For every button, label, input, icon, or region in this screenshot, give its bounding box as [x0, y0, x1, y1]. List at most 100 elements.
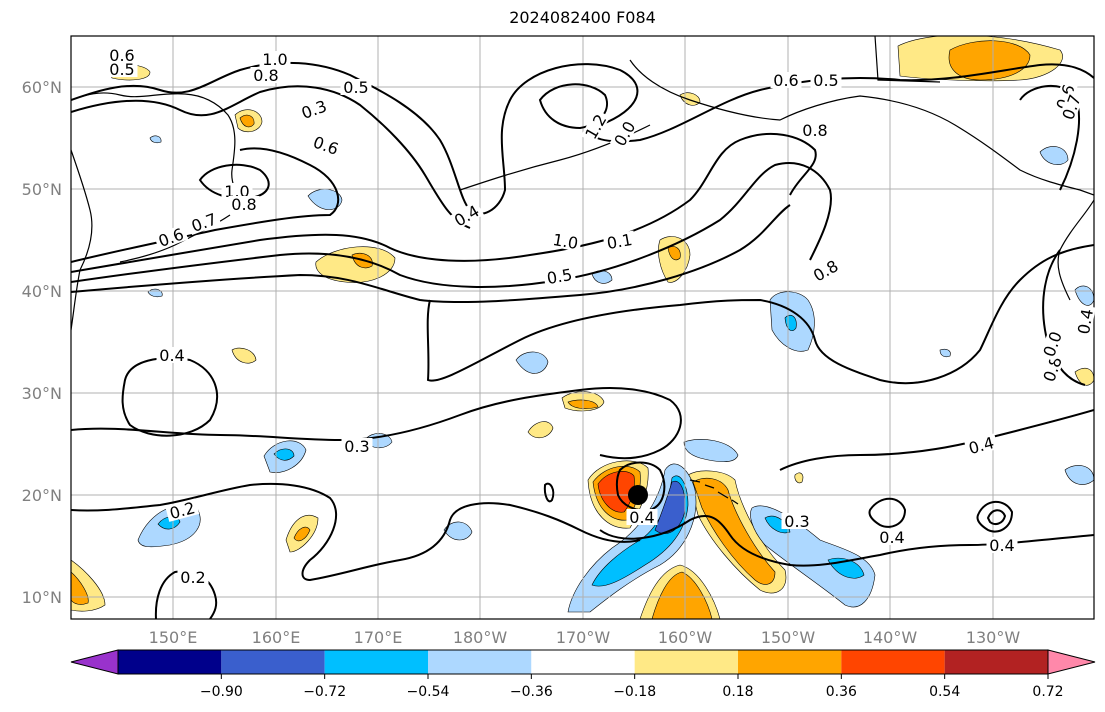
- positive-anomaly-shade: [651, 571, 713, 619]
- colorbar-segment: [738, 650, 842, 674]
- colorbar-segment: [841, 650, 945, 674]
- contour-label: 0.8: [802, 121, 827, 140]
- negative-anomaly-shade: [307, 188, 343, 210]
- coastline-asia: [71, 149, 93, 331]
- negative-anomaly-shade: [273, 448, 295, 461]
- contour-label-layer: 1.00.80.50.30.60.50.61.00.80.60.7 0.41.2 0…: [106, 46, 1097, 587]
- colorbar-tick-label: 0.18: [722, 684, 753, 700]
- contour-label: 0.6: [109, 46, 134, 65]
- contour-label: 0.4: [989, 536, 1014, 555]
- contour-label-background: [1058, 89, 1084, 125]
- positive-anomaly-shade: [293, 526, 311, 542]
- lat-label: 30°N: [22, 384, 62, 403]
- lon-label: 150°E: [149, 628, 198, 647]
- positive-anomaly-shade: [794, 472, 804, 484]
- negative-anomaly-shade: [1064, 465, 1094, 485]
- colorbar-extend-low: [70, 649, 119, 675]
- lat-label: 50°N: [22, 180, 62, 199]
- lat-label: 10°N: [22, 588, 62, 607]
- colorbar-extend-high: [1047, 649, 1096, 675]
- contour-line: [71, 387, 682, 460]
- positive-anomaly-shade: [667, 246, 681, 261]
- contour-line: [976, 500, 1014, 533]
- contour-line: [599, 515, 1094, 567]
- contour-label-background: [781, 513, 813, 529]
- contour-label-background: [296, 96, 332, 122]
- negative-anomaly-shade: [443, 521, 473, 541]
- storm-center-marker: [628, 485, 648, 505]
- colorbar-tick-label: −0.18: [613, 684, 656, 700]
- negative-anomaly-shade: [654, 480, 686, 534]
- contour-label-background: [221, 183, 253, 199]
- colorbar-segment: [324, 650, 428, 674]
- contour-label-background: [106, 61, 138, 77]
- contour-label-background: [341, 438, 373, 454]
- coastline-hawaii: [689, 479, 739, 505]
- contour-label-background: [799, 122, 831, 138]
- contour-label: 0.4: [629, 508, 654, 527]
- coastlines: [71, 36, 1094, 505]
- colorbar-tick-label: −0.36: [510, 684, 553, 700]
- colorbar-segment: [221, 650, 325, 674]
- contour-label-background: [602, 230, 637, 252]
- contour-label-background: [876, 529, 908, 545]
- coastline-kamchatka: [71, 92, 246, 211]
- negative-anomaly-shade: [515, 351, 549, 374]
- contour-label-background: [228, 196, 260, 212]
- contour-label-background: [542, 265, 577, 287]
- coastline-alaska-north: [874, 36, 941, 83]
- contour-label: 0.8: [231, 195, 256, 214]
- contour-label-background: [340, 79, 372, 95]
- contour-label-background: [770, 72, 802, 88]
- contour-label-background: [986, 537, 1018, 553]
- colorbar: −0.90 −0.72 −0.54 −0.36 −0.18 0.18 0.36 0.54 0.7…: [70, 649, 1096, 700]
- contour-label: 0.2: [180, 568, 205, 587]
- graticule: [71, 36, 1094, 619]
- contour-label-background: [580, 109, 611, 144]
- longitude-labels: 150°E 160°E 170°E 180°W 170°W 160°W 150°…: [149, 628, 1021, 647]
- colorbar-tick-label: −0.54: [407, 684, 450, 700]
- colorbar-segment: [531, 650, 635, 674]
- contour-label: 0.4: [879, 528, 904, 547]
- contour-line: [986, 509, 1007, 525]
- plot-title: 2024082400 F084: [509, 8, 656, 27]
- lon-label: 160°E: [252, 628, 301, 647]
- contour-label-background: [964, 433, 999, 457]
- colorbar-segment: [428, 650, 532, 674]
- negative-anomaly-shade: [591, 475, 689, 587]
- contour-label-background: [153, 224, 189, 250]
- negative-anomaly-shade: [149, 135, 162, 144]
- contour-line: [71, 204, 791, 304]
- contour-label-background: [626, 509, 658, 525]
- contour-label-background: [186, 209, 222, 235]
- contour-label: 0.5: [813, 71, 838, 90]
- contour-label-background: [449, 200, 484, 231]
- positive-anomaly-shade: [71, 571, 89, 605]
- contour-label-background: [156, 347, 188, 363]
- positive-anomaly-shade: [692, 477, 776, 585]
- contour-label: 0.4: [159, 346, 184, 365]
- colorbar-tick-label: 0.36: [826, 684, 857, 700]
- contour-line: [71, 85, 471, 229]
- lon-label: 170°W: [556, 628, 611, 647]
- contour-line: [426, 244, 1094, 385]
- contour-label-background: [810, 72, 842, 88]
- contour-label: 0.5: [343, 78, 368, 97]
- contour-line: [1042, 249, 1086, 386]
- contour-line: [868, 497, 907, 528]
- positive-anomaly-shade: [231, 347, 257, 364]
- colorbar-segment: [634, 650, 738, 674]
- latitude-labels: 60°N 50°N 40°N 30°N 20°N 10°N: [22, 78, 62, 607]
- contour-line: [543, 482, 555, 503]
- contour-label-background: [259, 51, 291, 67]
- contour-line: [538, 83, 608, 130]
- lon-label: 160°W: [658, 628, 713, 647]
- lon-label: 180°W: [453, 628, 508, 647]
- contour-label-background: [1039, 351, 1065, 387]
- lon-label: 150°W: [761, 628, 816, 647]
- lat-label: 40°N: [22, 282, 62, 301]
- negative-anomaly-shade: [1039, 146, 1069, 165]
- contour-label: 0.5: [109, 60, 134, 79]
- lat-label: 20°N: [22, 486, 62, 505]
